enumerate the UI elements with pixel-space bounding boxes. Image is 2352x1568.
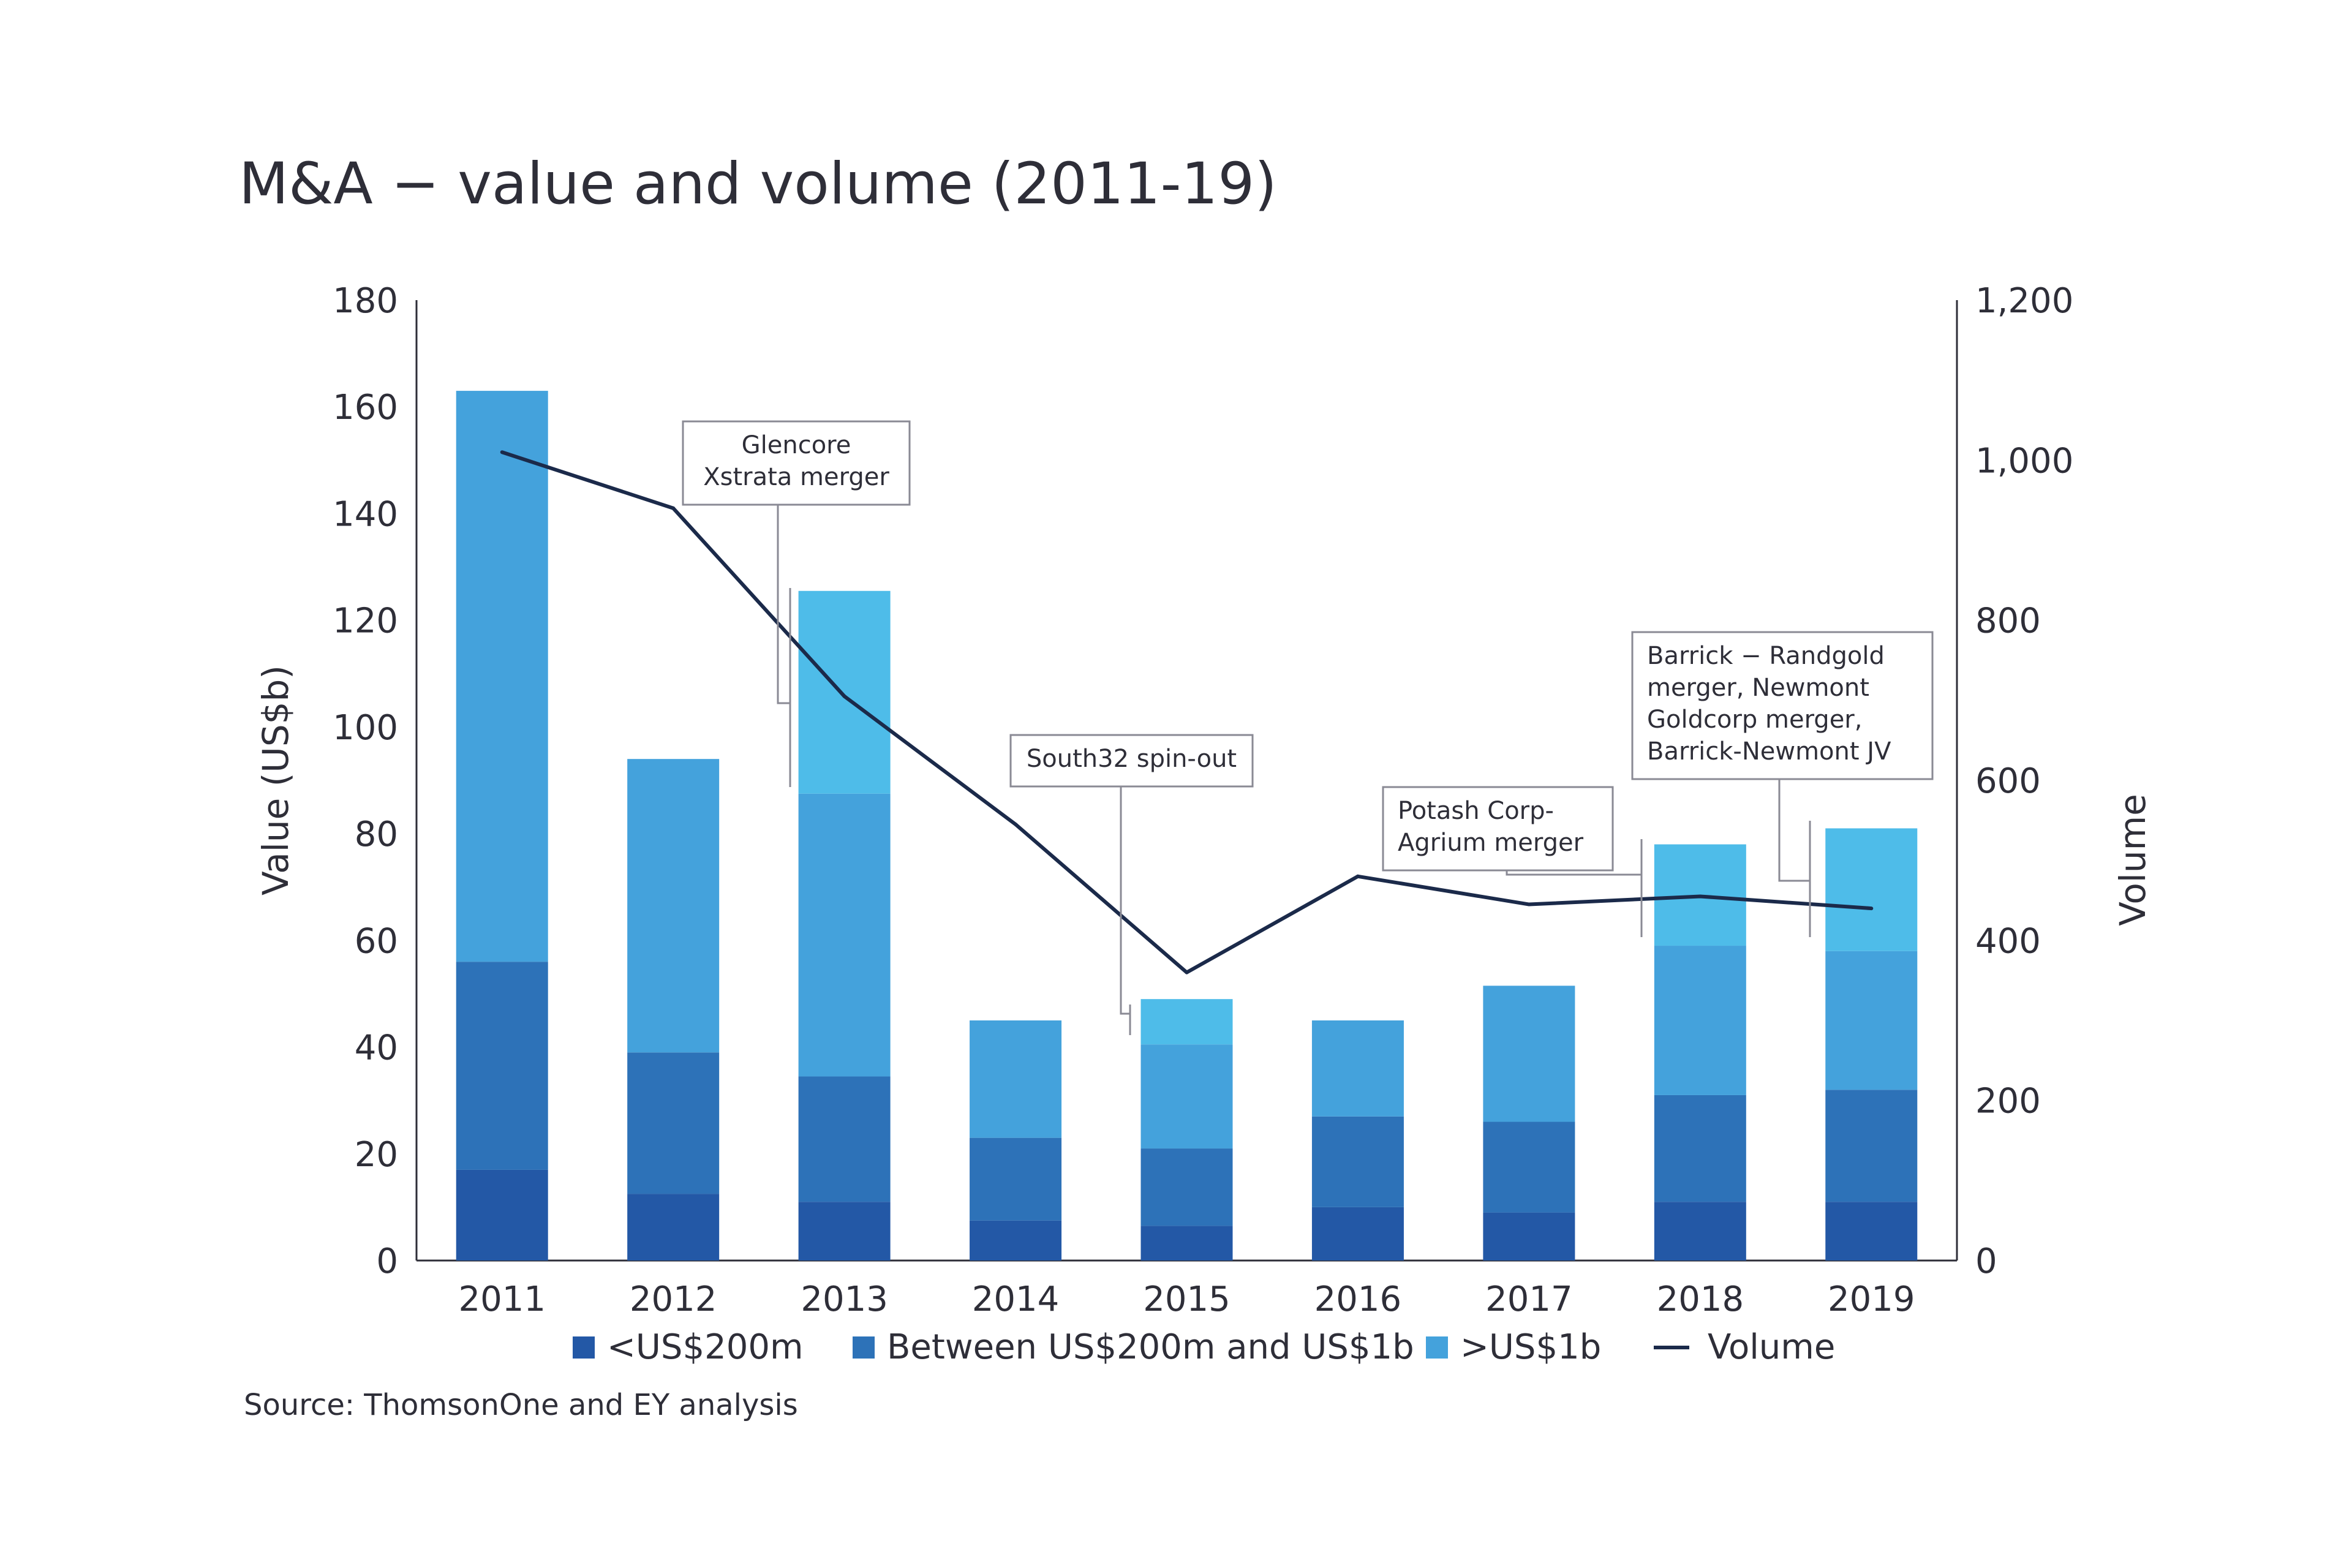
bar-segment-2019-series-2 <box>1825 951 1918 1090</box>
annotation-text-2019: merger, Newmont <box>1647 674 1869 702</box>
bar-segment-2016-series-0 <box>1311 1207 1404 1261</box>
annotation-box-2019 <box>1631 631 1934 780</box>
legend-label-0: <US$200m <box>607 1327 804 1367</box>
y-tick-label: 0 <box>376 1242 398 1281</box>
bar-segment-2012-series-0 <box>627 1194 720 1261</box>
y-tick-label: 160 <box>333 388 398 428</box>
bar-segment-2017-series-0 <box>1483 1212 1575 1261</box>
volume-point-2016 <box>1355 874 1360 878</box>
chart-title: M&A − value and volume (2011-19) <box>239 151 1277 217</box>
annotation-text-2015: South32 spin-out <box>1027 745 1237 773</box>
legend-swatch-2 <box>1426 1336 1448 1359</box>
bar-segment-2018-series-1 <box>1654 1095 1746 1202</box>
volume-point-2013 <box>842 694 846 698</box>
bar-segment-2019-series-1 <box>1825 1090 1918 1202</box>
legend-label-1: Between US$200m and US$1b <box>887 1327 1414 1367</box>
x-tick-label: 2019 <box>1828 1280 1915 1319</box>
y-tick-label: 20 <box>355 1135 398 1175</box>
y-right-axis-label: Volume <box>2112 794 2154 926</box>
bar-segment-2019-series-3 <box>1825 828 1918 951</box>
annotation-text-2018: Agrium merger <box>1398 829 1584 857</box>
y-tick-label: 180 <box>333 281 398 321</box>
source-note: Source: ThomsonOne and EY analysis <box>244 1388 798 1422</box>
x-tick-label: 2012 <box>630 1280 717 1319</box>
bar-segment-2013-series-1 <box>798 1076 891 1202</box>
y-right-tick-label: 200 <box>1975 1082 2041 1121</box>
volume-point-2018 <box>1698 894 1702 899</box>
bar-segment-2011-series-0 <box>456 1169 548 1261</box>
x-tick-label: 2015 <box>1143 1280 1231 1319</box>
plot-area: 0 20 40 60 80 100 120 140 160 180 0 200 400 600 800 1,0… <box>255 281 2154 1367</box>
bar-segment-2016-series-1 <box>1311 1116 1404 1207</box>
bar-segment-2012-series-1 <box>627 1052 720 1194</box>
legend-label-2: >US$1b <box>1460 1327 1601 1367</box>
bar-segment-2015-series-0 <box>1140 1226 1233 1261</box>
bar-segment-2018-series-0 <box>1654 1202 1746 1261</box>
bar-segment-2016-series-2 <box>1311 1020 1404 1117</box>
volume-point-2011 <box>500 450 504 454</box>
bar-segment-2018-series-2 <box>1654 946 1746 1095</box>
y-tick-label: 120 <box>333 601 398 641</box>
bar-segment-2011-series-2 <box>456 391 548 962</box>
annotation-leader-2019 <box>1778 779 1811 937</box>
x-tick-label: 2016 <box>1314 1280 1402 1319</box>
bar-segment-2014-series-0 <box>970 1220 1062 1261</box>
annotation-box-2013 <box>682 420 911 506</box>
volume-point-2019 <box>1869 907 1874 911</box>
bar-segment-2012-series-2 <box>627 759 720 1053</box>
volume-point-2015 <box>1185 970 1189 974</box>
annotation-leader-2013 <box>777 505 791 787</box>
annotation-text-2019: Goldcorp merger, <box>1647 706 1862 734</box>
annotation-leader-2015 <box>1120 786 1131 1035</box>
volume-point-2012 <box>671 506 676 510</box>
y-tick-label: 140 <box>333 494 398 534</box>
y-right-tick-label: 400 <box>1975 921 2041 961</box>
x-tick-label: 2011 <box>458 1280 546 1319</box>
y-tick-label: 40 <box>355 1028 398 1068</box>
bar-segment-2017-series-1 <box>1483 1121 1575 1213</box>
bar-segment-2017-series-2 <box>1483 986 1575 1122</box>
legend-swatch-0 <box>573 1336 595 1359</box>
annotation-box-2018 <box>1382 786 1614 872</box>
annotation-text-2013: Xstrata merger <box>703 463 889 491</box>
annotation-leader-2018 <box>1506 839 1643 937</box>
x-tick-label: 2017 <box>1485 1280 1573 1319</box>
bar-segment-2014-series-2 <box>970 1020 1062 1138</box>
bar-segment-2015-series-3 <box>1140 999 1233 1045</box>
y-right-tick-label: 1,000 <box>1975 441 2073 481</box>
bar-segment-2013-series-3 <box>798 590 891 794</box>
bar-segment-2015-series-1 <box>1140 1148 1233 1226</box>
volume-point-2017 <box>1527 902 1531 907</box>
y-right-tick-label: 0 <box>1975 1242 1997 1281</box>
legend-label-volume: Volume <box>1708 1327 1835 1367</box>
annotation-text-2013: Glencore <box>742 431 851 459</box>
y-right-tick-label: 800 <box>1975 601 2041 641</box>
y-tick-label: 100 <box>333 708 398 748</box>
bar-segment-2015-series-2 <box>1140 1044 1233 1149</box>
annotation-text-2018: Potash Corp- <box>1398 797 1554 825</box>
y-tick-label: 80 <box>355 815 398 854</box>
y-right-tick-label: 1,200 <box>1975 281 2073 321</box>
y-tick-label: 60 <box>355 921 398 961</box>
legend-swatch-1 <box>853 1336 875 1359</box>
x-tick-label: 2018 <box>1657 1280 1744 1319</box>
bar-segment-2011-series-1 <box>456 962 548 1170</box>
annotation-box-2015 <box>1009 734 1254 788</box>
bar-segment-2013-series-0 <box>798 1202 891 1261</box>
x-tick-label: 2014 <box>972 1280 1060 1319</box>
annotation-text-2019: Barrick-Newmont JV <box>1647 737 1891 766</box>
annotation-text-2019: Barrick − Randgold <box>1647 642 1885 670</box>
bar-segment-2013-series-2 <box>798 793 891 1077</box>
bar-segment-2014-series-1 <box>970 1137 1062 1221</box>
y-axis-label: Value (US$b) <box>255 665 296 895</box>
volume-point-2014 <box>1014 822 1018 826</box>
y-right-tick-label: 600 <box>1975 761 2041 801</box>
x-tick-label: 2013 <box>801 1280 888 1319</box>
bar-segment-2019-series-0 <box>1825 1202 1918 1261</box>
